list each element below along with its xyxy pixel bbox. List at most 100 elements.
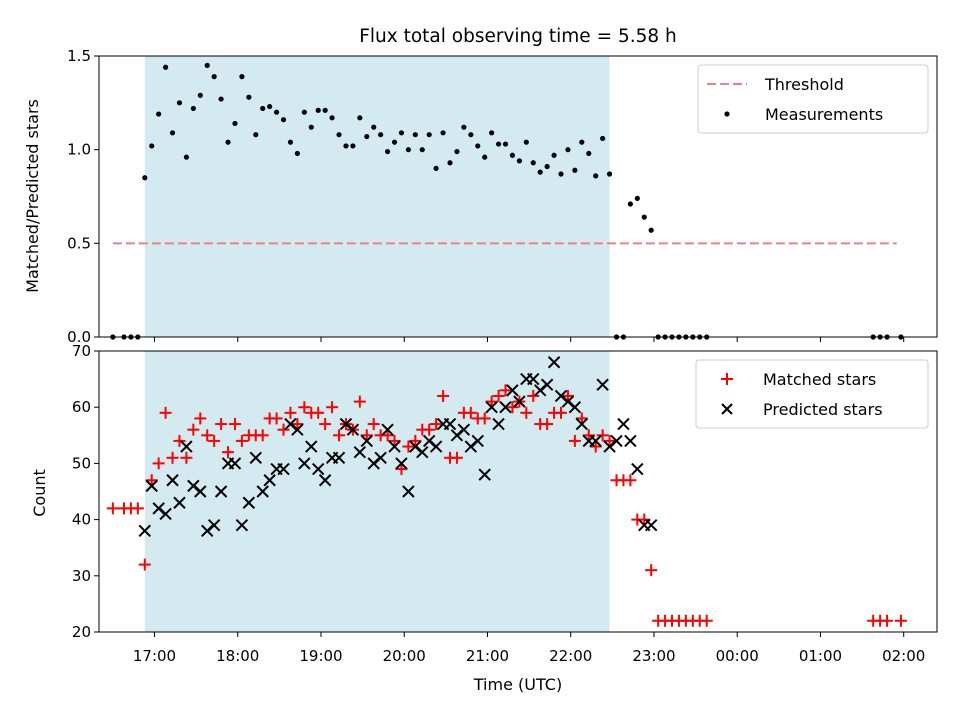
measurement-point xyxy=(218,96,224,102)
matched-star-point xyxy=(464,406,477,419)
matched-star-point xyxy=(603,434,616,447)
measurement-point xyxy=(308,124,314,130)
top-y-tick-label: 0.5 xyxy=(67,234,91,252)
matched-star-point xyxy=(409,434,422,447)
predicted-star-point xyxy=(332,451,346,464)
matched-star-point xyxy=(152,457,165,470)
bottom-y-tick-label: 70 xyxy=(72,342,91,360)
matched-star-point xyxy=(326,401,339,414)
measurement-point xyxy=(600,135,606,142)
predicted-star-point xyxy=(166,474,179,487)
predicted-star-point xyxy=(298,457,311,470)
measurement-point xyxy=(530,160,536,166)
measurement-point xyxy=(343,143,349,149)
matched-star-point xyxy=(485,395,498,408)
predicted-star-point xyxy=(429,440,443,453)
predicted-star-point xyxy=(388,440,401,453)
measurement-point xyxy=(260,105,266,112)
measurement-point xyxy=(225,139,231,145)
chart-title: Flux total observing time = 5.58 h xyxy=(359,26,677,47)
measurement-point xyxy=(461,124,467,130)
matched-star-point xyxy=(561,389,574,402)
matched-star-point xyxy=(367,418,380,431)
measurement-point xyxy=(593,173,599,179)
matched-star-point xyxy=(222,446,235,459)
matched-star-point xyxy=(215,418,228,431)
measurement-point xyxy=(280,117,287,123)
predicted-star-point xyxy=(596,378,609,391)
matched-star-point xyxy=(312,406,325,419)
predicted-star-point xyxy=(644,519,658,532)
measurement-point xyxy=(565,147,571,153)
predicted-star-point xyxy=(235,519,249,532)
measurement-point xyxy=(572,167,578,173)
matched-star-point xyxy=(700,614,713,627)
matched-star-point xyxy=(138,558,151,571)
bottom-y-tick-label: 20 xyxy=(72,623,91,641)
measurement-point xyxy=(253,132,259,138)
matched-star-point xyxy=(582,429,595,442)
predicted-star-point xyxy=(478,468,491,481)
matched-star-point xyxy=(166,451,179,464)
predicted-star-point xyxy=(353,445,367,459)
matched-star-point xyxy=(291,418,304,431)
measurement-point xyxy=(301,109,307,115)
predicted-star-point xyxy=(506,384,519,397)
matched-star-point xyxy=(298,401,311,414)
matched-star-point xyxy=(256,429,269,442)
measurement-point xyxy=(433,165,439,171)
predicted-star-point xyxy=(242,496,256,509)
predicted-legend-label: Predicted stars xyxy=(763,400,883,419)
x-tick-label: 21:00 xyxy=(466,647,509,665)
measurement-point xyxy=(426,132,432,138)
matched-star-point xyxy=(180,451,193,464)
matched-star-point xyxy=(201,429,214,442)
measurement-point xyxy=(544,163,550,170)
predicted-legend-swatch xyxy=(721,403,733,415)
matched-star-point xyxy=(208,434,221,447)
measurement-point xyxy=(169,130,176,136)
matched-star-point xyxy=(624,474,637,487)
measurement-point xyxy=(551,152,557,158)
predicted-star-point xyxy=(443,417,457,431)
predicted-star-point xyxy=(589,434,602,448)
measurement-point xyxy=(211,74,217,80)
matched-star-point xyxy=(437,389,450,402)
measurement-point xyxy=(336,132,342,138)
predicted-star-point xyxy=(540,378,554,391)
matched-star-point xyxy=(506,401,519,414)
predicted-star-point xyxy=(194,485,207,498)
predicted-star-point xyxy=(575,417,589,431)
predicted-star-point xyxy=(381,423,394,436)
measurement-point xyxy=(364,133,370,140)
matched-star-point xyxy=(106,502,119,515)
matched-star-point xyxy=(541,418,554,431)
predicted-star-point xyxy=(617,417,630,431)
measurement-point xyxy=(447,160,453,166)
top-plot-frame xyxy=(98,55,938,338)
measurement-point xyxy=(287,139,294,145)
measurement-point xyxy=(232,120,238,127)
x-tick-label: 17:00 xyxy=(133,647,176,665)
measurement-point xyxy=(156,111,162,117)
bottom-y-tick-label: 30 xyxy=(72,567,91,585)
predicted-star-point xyxy=(318,474,332,487)
x-tick-label: 20:00 xyxy=(383,647,426,665)
matched-star-point xyxy=(596,429,609,442)
predicted-star-point xyxy=(138,524,151,538)
predicted-star-point xyxy=(312,462,325,476)
measurement-point xyxy=(315,107,321,113)
matched-star-point xyxy=(402,440,415,453)
matched-star-point xyxy=(423,423,436,436)
top-y-tick-label: 1.5 xyxy=(67,47,91,65)
measurement-point xyxy=(482,154,488,160)
measurement-point xyxy=(475,143,481,149)
matched-star-point xyxy=(638,513,651,526)
matched-star-point xyxy=(319,418,332,431)
matched-star-point xyxy=(395,463,408,476)
bottom-y-axis-label: Count xyxy=(30,469,49,517)
measurement-point xyxy=(183,154,190,160)
matched-star-point xyxy=(499,384,512,397)
predicted-star-point xyxy=(145,479,158,493)
